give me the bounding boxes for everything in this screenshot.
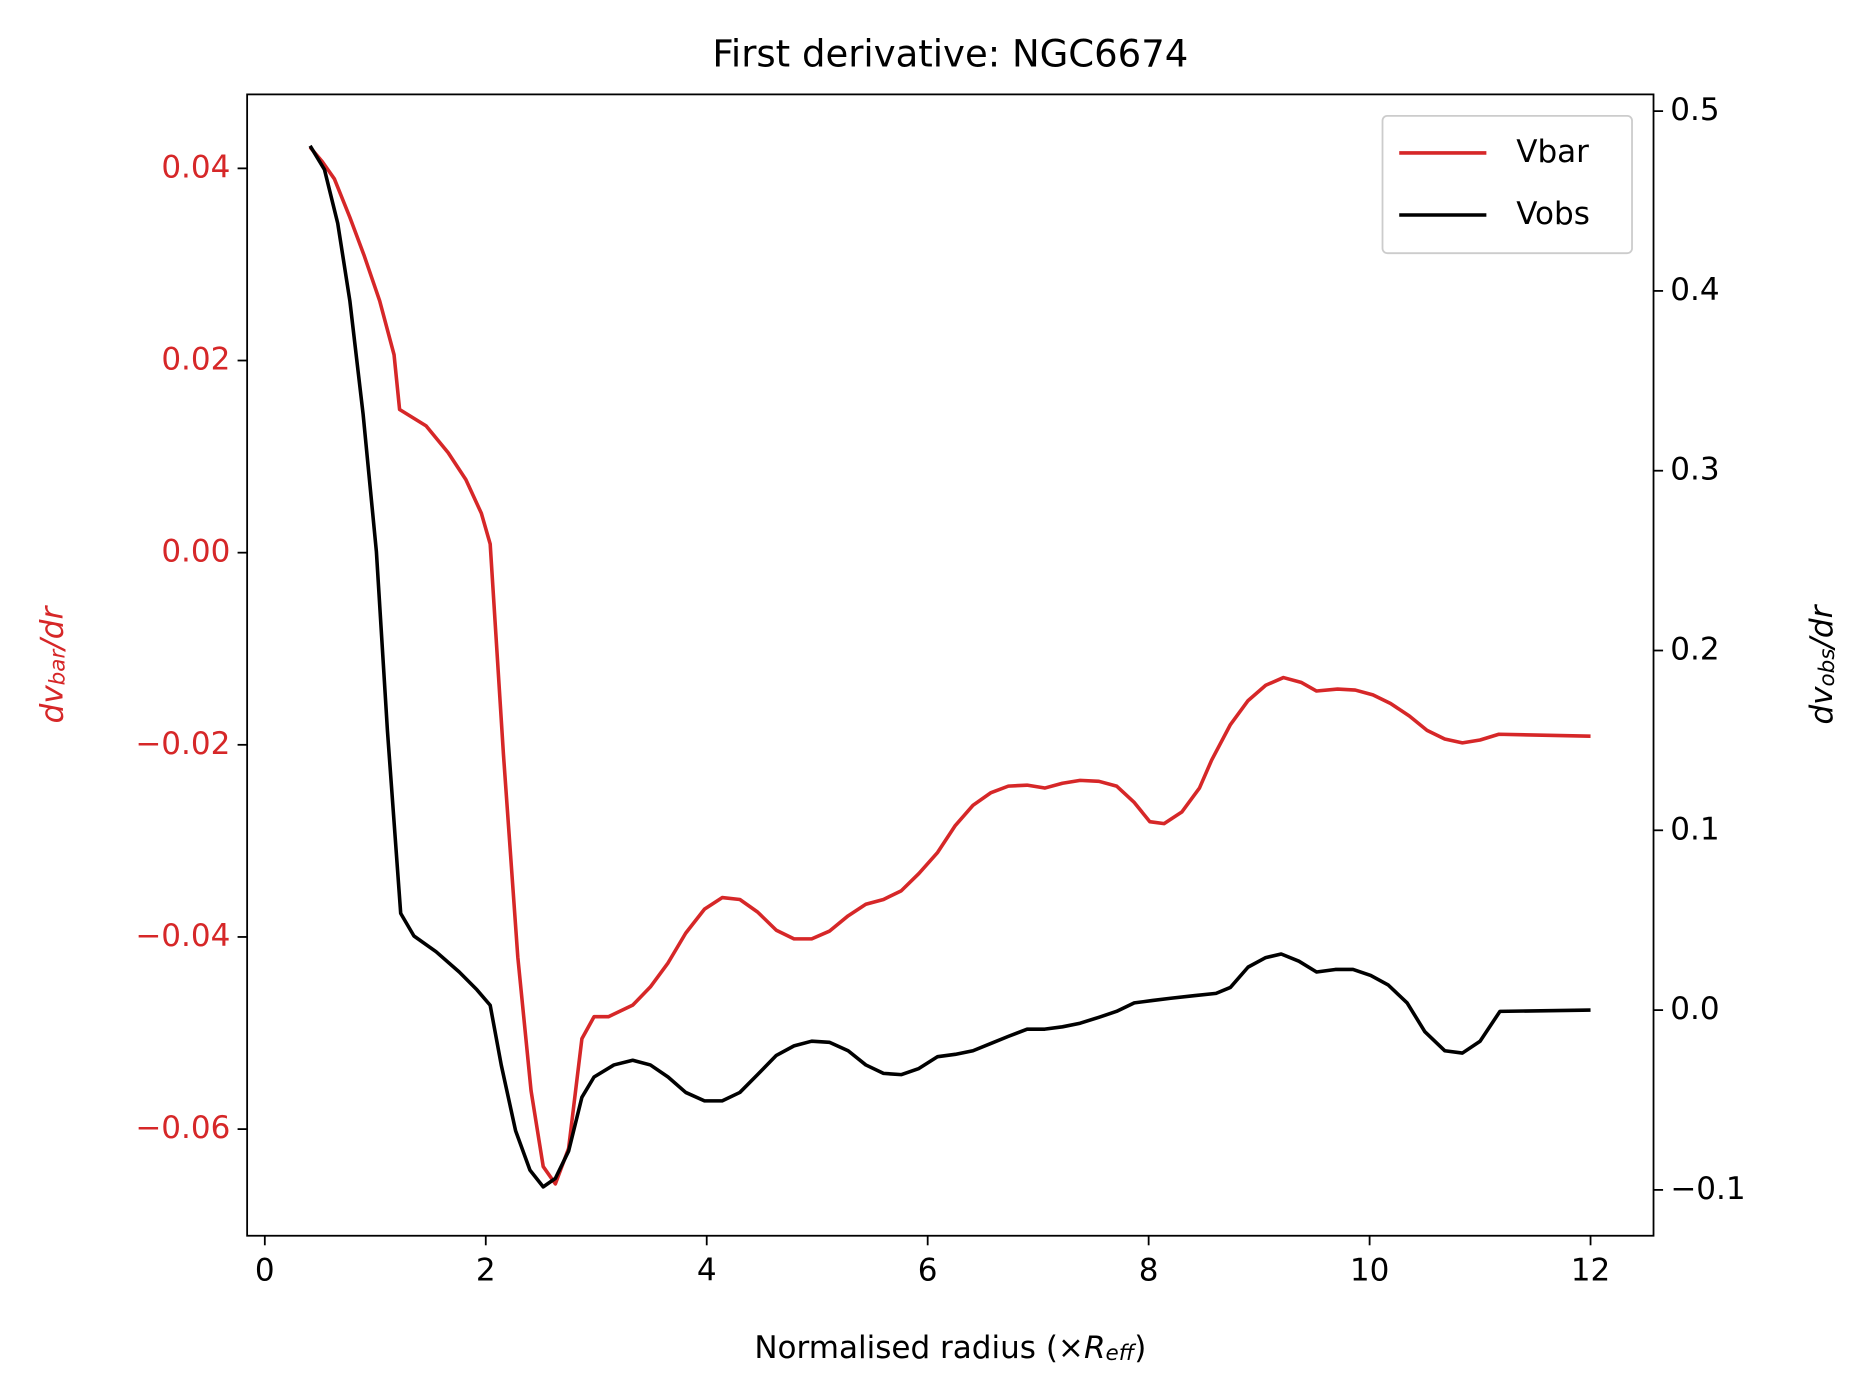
y-tick-label: −0.04 [135,918,230,954]
ylabel: dvbar/dr [35,605,71,724]
y2-tick-label: 0.1 [1670,811,1719,847]
y-tick-label: 0.00 [161,534,230,570]
y-tick-label: −0.06 [135,1110,230,1146]
y2-tick-label: 0.2 [1670,632,1719,668]
y2label-part: /dr [1804,603,1840,651]
y-tick-label: −0.02 [135,726,230,762]
x-tick-label: 10 [1350,1253,1389,1289]
xlabel-part: Normalised radius (× [754,1330,1084,1366]
xlabel: Normalised radius (×Reff) [754,1330,1146,1366]
x-tick-label: 12 [1571,1253,1610,1289]
x-tick-label: 2 [476,1253,496,1289]
x-tick-label: 8 [1139,1253,1159,1289]
xlabel-part: eff [1106,1341,1137,1366]
x-tick-label: 4 [697,1253,717,1289]
x-tick-label: 0 [255,1253,275,1289]
legend-label: Vbar [1516,134,1589,170]
axes-frame [246,93,1655,1237]
y2label-part: dv [1804,686,1840,725]
y2-tick-label: 0.5 [1670,92,1719,128]
y2label: dvobs/dr [1804,603,1840,724]
y-tick-label: 0.04 [161,149,230,185]
data-line [308,144,1591,1189]
legend-label: Vobs [1516,196,1590,232]
x-tick-label: 6 [918,1253,938,1289]
y-tick-label: 0.02 [161,342,230,378]
y2label-part: obs [1815,649,1840,687]
data-line [308,146,1591,1186]
y2-tick-label: −0.1 [1670,1171,1745,1207]
chart-title: First derivative: NGC6674 [712,33,1188,76]
ylabel-part: /dr [35,605,71,653]
y2-tick-label: 0.3 [1670,452,1719,488]
ylabel-part: dv [35,685,71,724]
y2-tick-label: 0.0 [1670,991,1719,1027]
y2-tick-label: 0.4 [1670,272,1719,308]
legend-box [1381,114,1633,255]
xlabel-part: R [1084,1330,1106,1366]
ylabel-part: bar [46,649,71,686]
xlabel-part: ) [1134,1330,1146,1366]
